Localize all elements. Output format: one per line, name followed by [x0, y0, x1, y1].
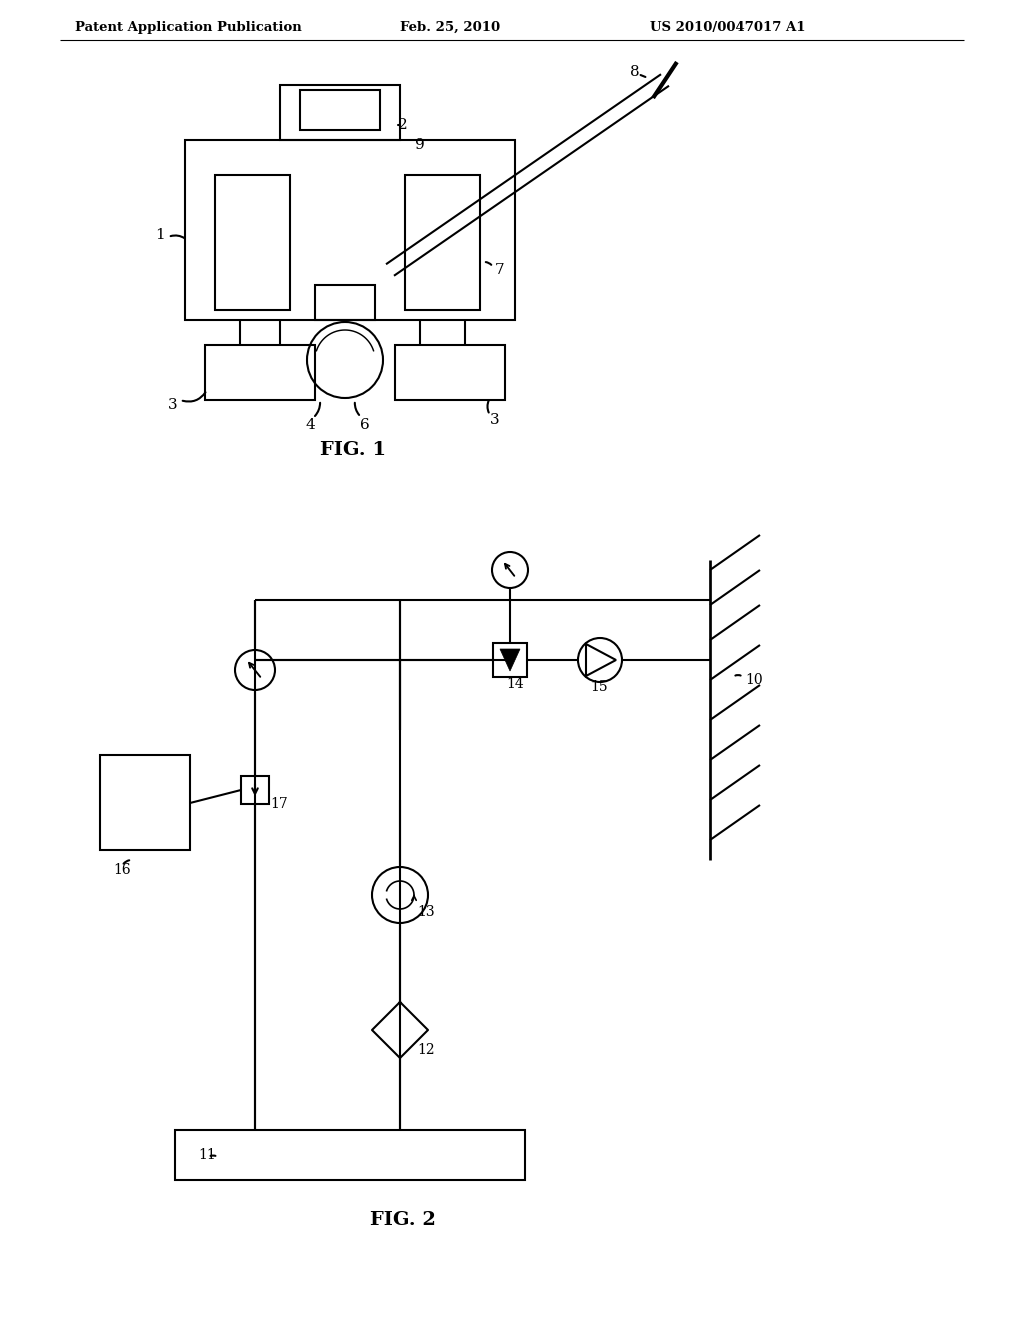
- Text: 12: 12: [417, 1043, 434, 1057]
- Bar: [406, 176, 480, 310]
- Bar: [395, 345, 505, 400]
- Text: 1: 1: [155, 228, 165, 242]
- Text: 3: 3: [168, 399, 177, 412]
- Text: 4: 4: [305, 418, 314, 432]
- Text: 15: 15: [590, 680, 607, 694]
- Bar: [241, 776, 269, 804]
- Text: 14: 14: [506, 677, 523, 690]
- Text: Patent Application Publication: Patent Application Publication: [75, 21, 302, 33]
- Text: 13: 13: [417, 906, 434, 919]
- Bar: [215, 176, 290, 310]
- Text: US 2010/0047017 A1: US 2010/0047017 A1: [650, 21, 806, 33]
- Bar: [300, 90, 380, 129]
- Text: FIG. 2: FIG. 2: [370, 1210, 436, 1229]
- Text: 8: 8: [630, 65, 640, 79]
- Text: 6: 6: [360, 418, 370, 432]
- Bar: [315, 285, 375, 319]
- Bar: [185, 140, 515, 319]
- Bar: [280, 84, 400, 140]
- Text: Feb. 25, 2010: Feb. 25, 2010: [400, 21, 500, 33]
- Text: 2: 2: [398, 117, 408, 132]
- Bar: [493, 643, 527, 677]
- Text: 11: 11: [198, 1148, 216, 1162]
- Text: 10: 10: [745, 673, 763, 686]
- Text: 9: 9: [415, 139, 425, 152]
- Text: 16: 16: [113, 863, 131, 876]
- Text: 7: 7: [495, 263, 505, 277]
- Text: 3: 3: [490, 413, 500, 426]
- Bar: [175, 1130, 525, 1180]
- Polygon shape: [500, 649, 520, 671]
- Bar: [100, 755, 190, 850]
- Text: 17: 17: [270, 797, 288, 810]
- Text: FIG. 1: FIG. 1: [319, 441, 386, 459]
- Bar: [205, 345, 315, 400]
